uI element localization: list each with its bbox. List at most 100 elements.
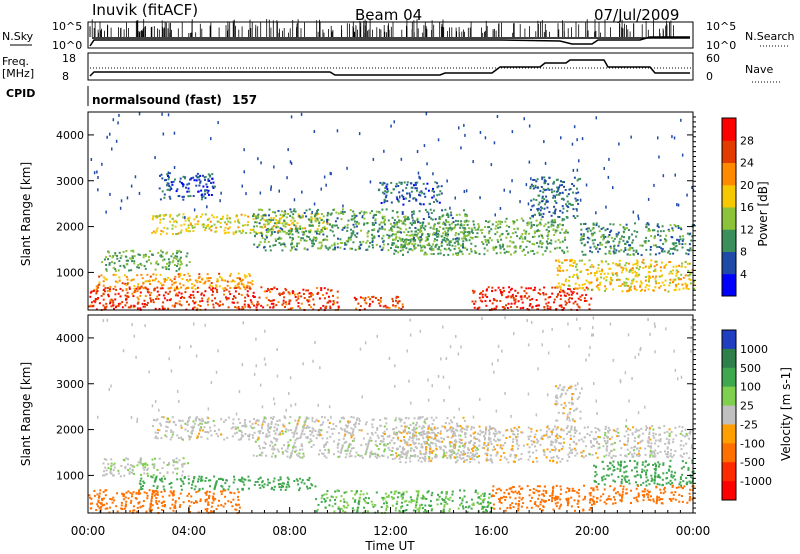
heatmap-cell <box>280 486 283 489</box>
heatmap-cell <box>169 490 172 493</box>
heatmap-cell <box>300 295 303 298</box>
heatmap-cell <box>178 300 181 303</box>
heatmap-cell <box>635 273 638 276</box>
heatmap-cell <box>494 233 497 236</box>
heatmap-cell <box>595 116 597 120</box>
heatmap-cell <box>159 273 162 276</box>
heatmap-cell <box>536 251 539 254</box>
heatmap-cell <box>108 290 111 293</box>
heatmap-cell <box>457 220 460 223</box>
heatmap-cell <box>93 494 96 497</box>
heatmap-cell <box>182 216 185 219</box>
heatmap-cell <box>172 233 174 235</box>
heatmap-cell <box>390 439 393 442</box>
heatmap-cell <box>202 223 205 226</box>
heatmap-cell <box>410 186 413 189</box>
heatmap-cell <box>632 210 635 214</box>
heatmap-cell <box>514 250 517 253</box>
heatmap-cell <box>347 236 350 239</box>
heatmap-cell <box>266 429 269 432</box>
heatmap-cell <box>171 183 174 186</box>
heatmap-cell <box>262 306 265 309</box>
heatmap-cell <box>305 436 308 439</box>
heatmap-cell <box>175 252 178 255</box>
heatmap-cell <box>348 455 351 458</box>
heatmap-cell <box>137 298 140 301</box>
heatmap-cell <box>272 302 275 305</box>
heatmap-cell <box>652 275 654 278</box>
heatmap-cell <box>315 237 318 240</box>
heatmap-cell <box>579 223 582 226</box>
heatmap-cell <box>678 278 681 281</box>
heatmap-cell <box>393 242 396 245</box>
heatmap-cell <box>193 488 196 491</box>
heatmap-cell <box>204 290 207 293</box>
heatmap-cell <box>397 300 400 303</box>
heatmap-cell <box>419 244 422 247</box>
heatmap-cell <box>324 227 326 230</box>
heatmap-cell <box>581 250 584 253</box>
heatmap-cell <box>631 271 634 274</box>
heatmap-cell <box>201 422 204 425</box>
heatmap-cell <box>579 299 582 301</box>
heatmap-cell <box>233 478 236 481</box>
y-tick-label: 3000 <box>56 175 84 188</box>
heatmap-cell <box>406 251 409 254</box>
heatmap-cell <box>592 223 595 226</box>
heatmap-cell <box>326 227 329 230</box>
heatmap-cell <box>508 245 511 248</box>
heatmap-cell <box>187 280 190 283</box>
heatmap-cell <box>200 475 203 478</box>
heatmap-cell <box>385 185 388 188</box>
heatmap-cell <box>383 444 386 447</box>
heatmap-cell <box>170 298 172 301</box>
heatmap-cell <box>547 301 550 304</box>
heatmap-cell <box>648 277 650 280</box>
heatmap-cell <box>570 290 573 293</box>
heatmap-cell <box>164 179 166 182</box>
heatmap-cell <box>139 262 142 265</box>
heatmap-cell <box>445 240 448 243</box>
heatmap-cell <box>202 195 205 198</box>
heatmap-cell <box>479 196 481 200</box>
heatmap-cell <box>687 288 690 290</box>
heatmap-cell <box>366 239 369 242</box>
heatmap-cell <box>224 489 227 492</box>
heatmap-cell <box>320 287 323 290</box>
heatmap-cell <box>187 482 190 485</box>
heatmap-cell <box>241 487 244 490</box>
heatmap-cell <box>463 229 466 232</box>
heatmap-cell <box>248 433 251 436</box>
heatmap-cell <box>658 286 661 289</box>
heatmap-cell <box>160 229 163 232</box>
heatmap-cell <box>491 290 494 293</box>
heatmap-cell <box>539 221 542 224</box>
heatmap-cell <box>112 288 115 290</box>
heatmap-cell <box>227 297 230 300</box>
heatmap-cell <box>574 282 577 285</box>
heatmap-cell <box>385 428 388 431</box>
heatmap-cell <box>454 224 457 226</box>
heatmap-cell <box>129 501 132 504</box>
heatmap-cell <box>602 237 605 240</box>
heatmap-cell <box>249 299 252 302</box>
heatmap-cell <box>561 211 564 214</box>
heatmap-cell <box>186 494 189 497</box>
heatmap-cell <box>436 235 438 238</box>
heatmap-cell <box>305 416 308 419</box>
heatmap-cell <box>452 221 455 224</box>
heatmap-cell <box>202 282 205 285</box>
heatmap-cell <box>131 292 134 295</box>
heatmap-cell <box>152 466 155 468</box>
heatmap-cell <box>514 245 517 248</box>
heatmap-cell <box>212 495 215 498</box>
heatmap-cell <box>130 495 133 498</box>
heatmap-cell <box>220 433 223 436</box>
heatmap-cell <box>455 240 458 243</box>
heatmap-cell <box>195 500 197 503</box>
heatmap-cell <box>536 304 539 307</box>
heatmap-cell <box>354 216 357 219</box>
heatmap-cell <box>89 507 92 510</box>
heatmap-cell <box>131 493 134 496</box>
heatmap-cell <box>446 235 449 238</box>
